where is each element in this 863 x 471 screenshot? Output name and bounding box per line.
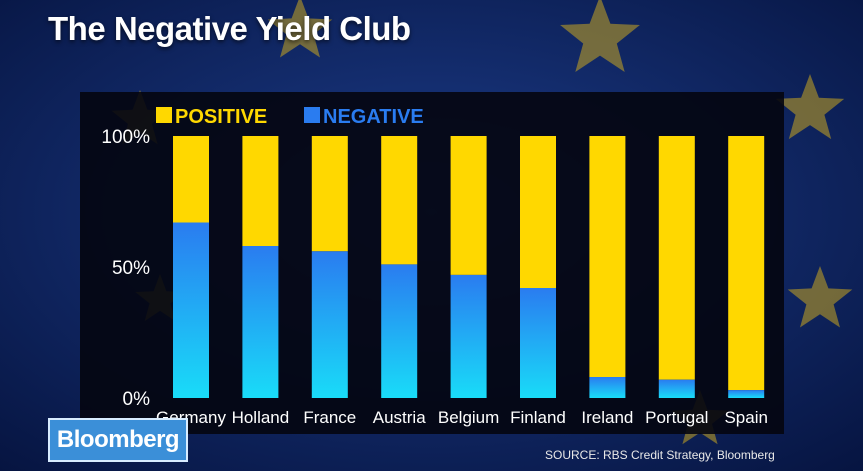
bar-negative-finland <box>520 288 556 398</box>
bar-negative-spain <box>728 390 765 398</box>
flag-star-icon <box>775 74 845 140</box>
bar-negative-france <box>311 251 348 398</box>
bar-positive-france <box>311 136 348 252</box>
bar-negative-belgium <box>450 274 487 398</box>
bar-positive-portugal <box>658 136 695 380</box>
x-category-label: Portugal <box>645 408 708 427</box>
bar-negative-germany <box>173 222 209 398</box>
y-tick-label: 0% <box>123 389 151 410</box>
bar-positive-ireland <box>589 136 626 377</box>
bar-negative-holland <box>242 246 279 398</box>
bar-positive-belgium <box>450 136 487 275</box>
bar-negative-portugal <box>658 379 695 398</box>
bar-negative-ireland <box>589 377 626 398</box>
page-title: The Negative Yield Club <box>48 10 411 47</box>
y-tick-label: 50% <box>112 258 150 279</box>
legend-swatch-positive <box>156 107 172 123</box>
y-tick-label: 100% <box>101 127 150 148</box>
x-category-label: Ireland <box>581 408 633 427</box>
flag-star-icon <box>560 0 640 72</box>
legend-swatch-negative <box>304 107 320 123</box>
legend-label-positive: POSITIVE <box>175 106 267 128</box>
bar-positive-germany <box>173 136 209 223</box>
bloomberg-logo: Bloomberg <box>48 418 188 462</box>
flag-star-icon <box>267 0 333 58</box>
x-category-label: Finland <box>510 408 566 427</box>
x-category-label: Holland <box>232 408 290 427</box>
x-category-label: Belgium <box>438 408 499 427</box>
bar-positive-austria <box>381 136 418 265</box>
flag-star-icon <box>787 266 853 328</box>
source-note: SOURCE: RBS Credit Strategy, Bloomberg <box>545 448 775 462</box>
legend-label-negative: NEGATIVE <box>323 106 424 128</box>
x-category-label: Spain <box>724 408 767 427</box>
x-category-label: France <box>303 408 356 427</box>
bar-positive-spain <box>728 136 765 391</box>
bar-negative-austria <box>381 264 418 398</box>
bar-positive-finland <box>520 136 556 288</box>
x-category-label: Austria <box>373 408 426 427</box>
bar-positive-holland <box>242 136 279 246</box>
